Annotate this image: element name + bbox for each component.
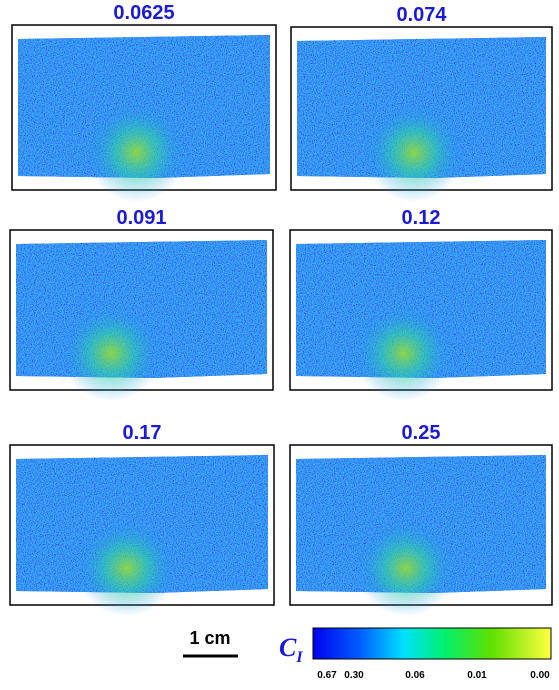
hotspot: [353, 304, 454, 402]
colorbar-tick-label: 0.67: [317, 670, 337, 681]
panel: 0.17: [9, 422, 275, 617]
scale-bar-label: 1 cm: [189, 628, 230, 648]
hotspot: [356, 519, 456, 617]
panel-title: 0.074: [396, 4, 447, 26]
colorbar: [312, 627, 552, 660]
colorbar-label-main: C: [279, 633, 297, 662]
colorbar-tick-label: 0.06: [405, 670, 425, 681]
hotspot: [76, 519, 178, 617]
hotspot: [86, 102, 187, 203]
panel: 0.25: [289, 422, 553, 617]
hotspot: [61, 304, 162, 402]
panel-title: 0.091: [116, 207, 166, 229]
colorbar-tick-label: 0.30: [344, 670, 364, 681]
colorbar-label: CI: [279, 633, 303, 666]
hotspot: [364, 103, 464, 202]
colorbar-tick-label: 0.00: [530, 670, 550, 681]
colorbar-label-sub: I: [295, 649, 303, 666]
panel: 0.091: [9, 207, 274, 402]
panel-title: 0.17: [123, 422, 162, 444]
panel-title: 0.0625: [113, 2, 174, 24]
colorbar-tick-label: 0.01: [467, 670, 487, 681]
panel: 0.12: [289, 207, 553, 402]
panel-title: 0.25: [402, 422, 441, 444]
panel: 0.074: [290, 4, 553, 202]
panel-title: 0.12: [402, 207, 441, 229]
panel: 0.0625: [11, 2, 277, 203]
